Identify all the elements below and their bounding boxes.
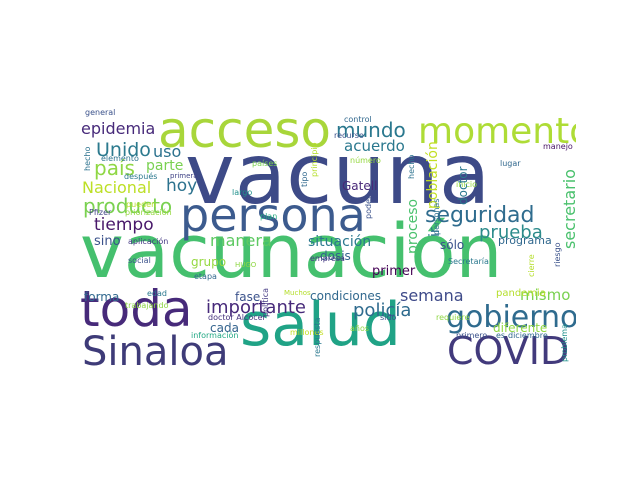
word-gatell: Gatell xyxy=(342,179,378,193)
word-salud: salud xyxy=(240,290,401,360)
word-manera: manera xyxy=(210,231,272,250)
word-poder: recurso xyxy=(334,131,364,140)
word-cloud: vacuna vacunación persona acceso momento… xyxy=(80,107,576,371)
word-etapa: etapa xyxy=(194,272,217,281)
word-persona: persona xyxy=(180,188,366,242)
word-sinaloa: Sinaloa xyxy=(82,329,229,371)
word-secretario: secretario xyxy=(560,169,576,249)
word-covid: COVID xyxy=(447,329,570,371)
word-policia: policía xyxy=(353,300,412,321)
word-vacuna: vacuna xyxy=(185,125,491,223)
word-priorizacion: priorización xyxy=(125,208,172,217)
word-politica: política xyxy=(261,287,270,317)
word-lugar: inicio xyxy=(456,180,478,189)
word-despues: hecho xyxy=(83,146,92,171)
word-cada: cada xyxy=(210,321,239,335)
word-doctor-alcocer: doctor Alcocer xyxy=(208,313,266,322)
word-epidemia: epidemia xyxy=(81,119,156,138)
word-aplicacion: aplicación xyxy=(128,237,169,246)
word-prueba: prueba xyxy=(479,222,543,243)
word-solo: sólo xyxy=(440,238,465,252)
word-diferente: diferente xyxy=(493,321,548,335)
word-acuerdo: acuerdo xyxy=(344,137,405,155)
word-paises: países xyxy=(252,159,278,168)
word-semana: semana xyxy=(400,286,464,305)
word-vacunacion: vacunación xyxy=(80,209,503,295)
word-toda: toda xyxy=(80,280,193,338)
word-manejo: lugar xyxy=(500,159,521,168)
word-primero: primero xyxy=(456,331,488,340)
word-secretaria: Secretaría xyxy=(448,257,489,266)
word-inicio: hecho xyxy=(407,154,416,179)
word-sido: sido xyxy=(380,313,397,322)
word-trabajando: trabajando xyxy=(125,301,169,310)
word-riesgo: riesgo xyxy=(553,242,562,267)
word-dosis: dosis xyxy=(320,249,351,263)
word-uso: uso xyxy=(153,142,182,161)
word-tiempo: tiempo xyxy=(94,215,154,235)
word-pueden: primera xyxy=(170,172,198,180)
word-primera: después xyxy=(124,172,158,181)
word-momento: momento xyxy=(418,111,576,152)
word-mundo: mundo xyxy=(336,118,406,142)
word-nacional: Nacional xyxy=(82,178,152,197)
word-sino: sino xyxy=(94,234,121,249)
word-acceso: acceso xyxy=(158,107,332,159)
word-numero: poder xyxy=(364,195,373,219)
word-muchos: Muchos xyxy=(284,289,311,297)
word-general: manejo xyxy=(543,142,573,151)
word-unido: Unido xyxy=(96,139,151,161)
word-seguridad: seguridad xyxy=(425,203,535,228)
word-principio: principio xyxy=(310,142,319,177)
word-anos: años xyxy=(350,324,370,333)
word-doctor: doctor xyxy=(456,166,470,205)
word-mayor: pueden xyxy=(126,200,157,209)
word-mismo: mismo xyxy=(520,286,571,304)
word-tipo: tipo xyxy=(300,171,309,187)
word-pandemia: pandemia xyxy=(496,288,546,299)
word-requiere: requiere xyxy=(436,313,470,322)
word-cierre: cierre xyxy=(527,254,536,277)
word-fase: fase xyxy=(235,290,261,304)
word-informacion: información xyxy=(191,331,239,340)
word-forma: forma xyxy=(84,290,120,304)
word-hecho: elemento xyxy=(101,154,139,163)
word-programa: programa xyxy=(498,234,552,247)
word-elemento: general xyxy=(85,108,116,117)
word-personas: personas xyxy=(432,198,441,236)
word-plan: plan xyxy=(260,212,278,221)
word-hugo: HUGO xyxy=(235,261,257,269)
word-hoy: hoy xyxy=(166,176,198,196)
word-respuesta: respuesta xyxy=(313,317,322,357)
word-social: social xyxy=(128,256,151,265)
word-parte: parte xyxy=(146,158,184,174)
word-millones: millones xyxy=(290,328,324,337)
word-control: número xyxy=(350,156,381,165)
word-gobierno: gobierno xyxy=(446,300,576,335)
word-condiciones: condiciones xyxy=(310,289,382,303)
word-pfizer: Pfizer xyxy=(89,208,112,217)
word-largo: largo xyxy=(232,188,253,197)
word-situacion: situación xyxy=(308,234,372,250)
word-recurso: control xyxy=(344,115,372,124)
word-proceso: proceso xyxy=(405,198,421,254)
word-edad: edad xyxy=(147,289,167,298)
word-grupo: grupo xyxy=(191,255,227,269)
word-empresa: empresa xyxy=(310,254,345,263)
word-primer: primer xyxy=(372,264,416,279)
word-problema: problema xyxy=(560,323,569,362)
word-es: es xyxy=(496,331,506,340)
word-diciembre: diciembre xyxy=(508,331,548,340)
word-producto: producto xyxy=(83,194,173,218)
word-pais: país xyxy=(94,156,135,180)
word-importante: importante xyxy=(206,297,307,318)
